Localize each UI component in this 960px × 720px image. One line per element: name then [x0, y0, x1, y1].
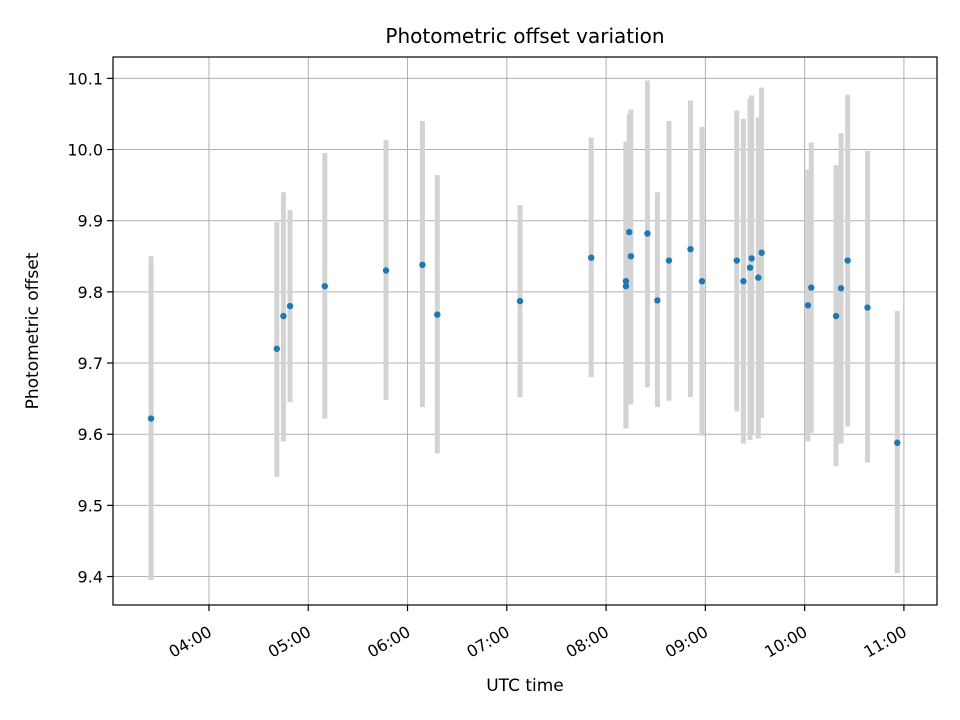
y-tick-label: 10.0: [67, 141, 103, 160]
data-point: [740, 277, 747, 285]
grid: [113, 57, 937, 605]
data-point: [864, 304, 871, 311]
data-point: [808, 284, 815, 291]
y-axis-ticks: 9.4 9.5 9.6 9.7 9.8 9.9 10.0 10.1: [67, 69, 113, 587]
y-tick-label: 9.8: [78, 283, 103, 302]
y-tick-label: 9.5: [78, 496, 103, 515]
data-point: [746, 264, 754, 271]
y-tick-label: 10.1: [67, 69, 103, 88]
data-point: [419, 261, 426, 269]
plot-area-frame: [112, 56, 938, 606]
data-point: [587, 254, 595, 261]
x-axis-title: UTC time: [486, 676, 564, 696]
data-point: [516, 297, 524, 305]
data-point: [434, 311, 441, 318]
y-tick-label: 9.9: [78, 212, 103, 231]
data-point: [832, 312, 840, 320]
data-point: [286, 302, 294, 310]
data-point: [626, 228, 633, 236]
data-point: [627, 253, 635, 260]
data-point: [733, 257, 740, 264]
data-point: [382, 267, 390, 274]
chart-title: Photometric offset variation: [385, 24, 664, 48]
data-point: [837, 285, 845, 292]
data-point: [748, 255, 755, 262]
data-point: [698, 277, 706, 285]
data-point: [654, 297, 661, 304]
data-point: [758, 249, 765, 256]
data-point: [147, 415, 155, 422]
data-points: [147, 228, 901, 446]
data-point: [644, 230, 651, 237]
y-axis-title: Photometric offset: [23, 252, 43, 409]
data-point: [755, 274, 762, 281]
data-point: [273, 345, 281, 352]
data-point: [894, 439, 901, 446]
data-point: [321, 282, 328, 290]
data-point: [687, 245, 694, 253]
data-point: [804, 302, 812, 309]
y-tick-label: 9.6: [78, 425, 103, 444]
data-point: [665, 257, 673, 264]
y-tick-label: 9.7: [78, 354, 103, 373]
data-point: [622, 282, 630, 290]
y-tick-label: 9.4: [78, 568, 103, 587]
data-point: [622, 277, 630, 285]
data-point: [844, 257, 851, 264]
data-point: [280, 312, 287, 320]
